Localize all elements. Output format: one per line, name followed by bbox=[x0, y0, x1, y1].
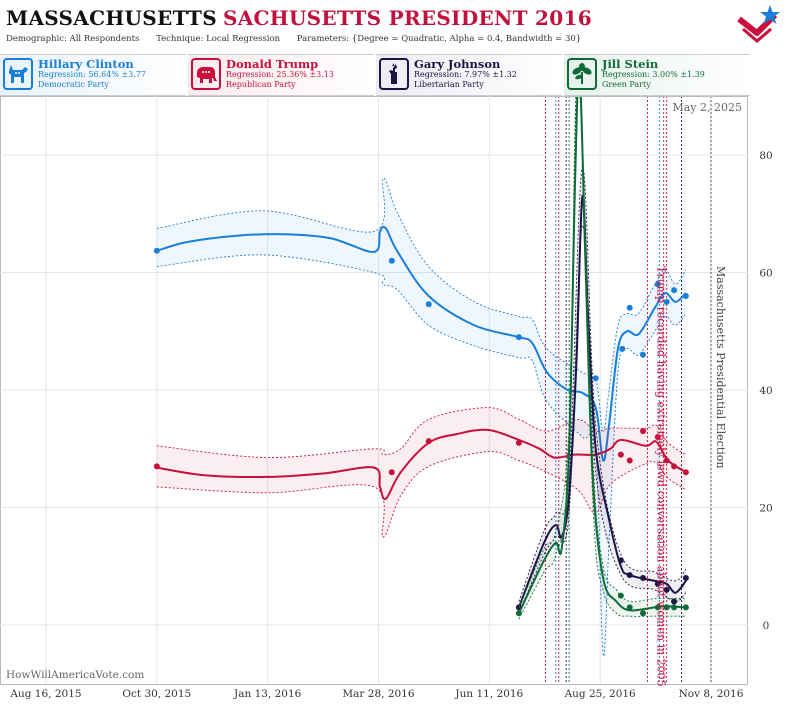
poll-point bbox=[654, 580, 661, 587]
x-tick-label: Aug 16, 2015 bbox=[9, 688, 81, 700]
x-tick-label: Jan 13, 2016 bbox=[233, 688, 302, 700]
chart-area: Aug 16, 2015 Oct 30, 2015 Jan 13, 2016 Mar … bbox=[0, 96, 789, 704]
poll-point bbox=[671, 287, 678, 294]
poll-point bbox=[663, 586, 670, 593]
page-title: MASSACHUSETTS SACHUSETTS PRESIDENT 2016 bbox=[6, 6, 592, 30]
candidate-regression: Regression: 3.00% ±1.39 bbox=[602, 70, 705, 79]
candidate-party: Green Party bbox=[602, 80, 651, 89]
poll-point bbox=[682, 293, 689, 299]
poll-point bbox=[682, 469, 689, 476]
poll-point bbox=[663, 457, 670, 464]
parameters-label: Parameters: {Degree = Quadratic, Alpha =… bbox=[296, 34, 582, 44]
poll-point bbox=[515, 439, 522, 446]
poll-point bbox=[640, 351, 647, 358]
poll-point bbox=[682, 575, 689, 581]
y-tick-label: 40 bbox=[759, 385, 772, 397]
poll-point bbox=[619, 345, 626, 352]
upper-bound-line bbox=[156, 407, 687, 459]
event-annotation: Massachusetts Presidential Election bbox=[714, 266, 727, 468]
plot-layer bbox=[153, 97, 712, 684]
poll-point bbox=[153, 247, 160, 254]
candidate-regression: Regression: 7.97% ±1.32 bbox=[414, 70, 517, 79]
demographic-label: Demographic: All Respondents bbox=[6, 34, 140, 44]
x-tick-label: Jun 11, 2016 bbox=[454, 688, 523, 700]
candidate-card: Gary Johnson Regression: 7.97% ±1.32 Liber… bbox=[376, 54, 562, 96]
upper-bound-line bbox=[156, 178, 687, 432]
liberty-icon bbox=[379, 58, 409, 90]
x-tick-label: Aug 25, 2016 bbox=[564, 688, 636, 700]
poll-point bbox=[640, 575, 647, 581]
poll-point bbox=[425, 301, 432, 308]
candidate-card: Donald Trump Regression: 25.36% ±3.13 Repu… bbox=[188, 54, 374, 96]
candidate-regression: Regression: 56.64% ±3.77 bbox=[38, 70, 146, 79]
lower-bound-line bbox=[518, 225, 687, 614]
candidate-name: Jill Stein bbox=[602, 57, 659, 71]
regression-line bbox=[156, 225, 687, 462]
poll-point bbox=[654, 281, 661, 288]
poll-point bbox=[654, 434, 661, 440]
poll-point bbox=[640, 610, 647, 617]
poll-point bbox=[663, 298, 670, 305]
poll-point bbox=[626, 572, 633, 579]
candidate-party: Libertarian Party bbox=[414, 80, 484, 89]
title-state: MASSACHUSETTS bbox=[6, 6, 217, 30]
poll-point bbox=[515, 334, 522, 341]
plant-icon bbox=[567, 58, 597, 90]
candidate-name: Gary Johnson bbox=[414, 57, 501, 71]
y-tick-label: 80 bbox=[759, 150, 772, 162]
candidate-party: Democratic Party bbox=[38, 80, 109, 89]
x-tick-label: Nov 8, 2016 bbox=[679, 688, 744, 700]
y-tick-label: 60 bbox=[759, 268, 772, 280]
confidence-band bbox=[156, 407, 686, 537]
poll-point bbox=[388, 469, 395, 476]
poll-point bbox=[617, 592, 624, 599]
series-jill-stein bbox=[515, 97, 689, 620]
poll-point bbox=[654, 604, 661, 611]
event-annotation: Trump recorded having extremely lewd con… bbox=[655, 266, 668, 687]
technique-label: Technique: Local Regression bbox=[156, 34, 281, 44]
lower-bound-line bbox=[156, 451, 687, 538]
poll-point bbox=[640, 428, 647, 435]
poll-point bbox=[153, 463, 160, 470]
elephant-icon bbox=[191, 58, 221, 90]
poll-point bbox=[671, 463, 678, 470]
series-hillary-clinton bbox=[153, 178, 689, 657]
regression-line bbox=[517, 97, 686, 614]
poll-point bbox=[425, 438, 432, 445]
x-tick-label: Oct 30, 2015 bbox=[122, 688, 191, 700]
candidate-card: Jill Stein Regression: 3.00% ±1.39 Green P… bbox=[564, 54, 750, 96]
parameters-line: Demographic: All Respondents Technique: … bbox=[6, 34, 595, 44]
confidence-band bbox=[156, 178, 686, 657]
series-donald-trump bbox=[153, 407, 689, 538]
poll-point bbox=[515, 610, 522, 617]
date-stamp: May 2, 2025 bbox=[672, 101, 742, 114]
poll-point bbox=[682, 604, 689, 611]
candidate-card: Hillary Clinton Regression: 56.64% ±3.77 D… bbox=[0, 54, 186, 96]
regression-chart: Aug 16, 2015 Oct 30, 2015 Jan 13, 2016 Mar … bbox=[0, 96, 773, 700]
upper-bound-line bbox=[518, 97, 686, 608]
poll-point bbox=[617, 557, 624, 564]
y-tick-label: 0 bbox=[763, 620, 770, 632]
regression-line bbox=[156, 428, 687, 501]
candidate-regression: Regression: 25.36% ±3.13 bbox=[226, 70, 334, 79]
poll-point bbox=[671, 598, 678, 605]
poll-point bbox=[626, 457, 633, 464]
y-tick-label: 20 bbox=[759, 503, 772, 515]
title-race: SACHUSETTS PRESIDENT 2016 bbox=[222, 6, 592, 30]
poll-point bbox=[663, 604, 670, 611]
candidate-party: Republican Party bbox=[226, 80, 296, 89]
site-logo-icon bbox=[735, 3, 781, 49]
watermark: HowWillAmericaVote.com bbox=[6, 669, 144, 681]
candidate-name: Donald Trump bbox=[226, 57, 319, 71]
donkey-icon bbox=[3, 58, 33, 90]
candidate-cards: Hillary Clinton Regression: 56.64% ±3.77 D… bbox=[0, 54, 789, 96]
candidate-name: Hillary Clinton bbox=[38, 57, 134, 71]
poll-point bbox=[617, 451, 624, 458]
poll-point bbox=[626, 604, 633, 611]
poll-point bbox=[671, 604, 678, 611]
poll-point bbox=[626, 304, 633, 311]
poll-point bbox=[592, 375, 599, 382]
x-tick-label: Mar 28, 2016 bbox=[342, 688, 414, 700]
poll-point bbox=[388, 257, 395, 264]
